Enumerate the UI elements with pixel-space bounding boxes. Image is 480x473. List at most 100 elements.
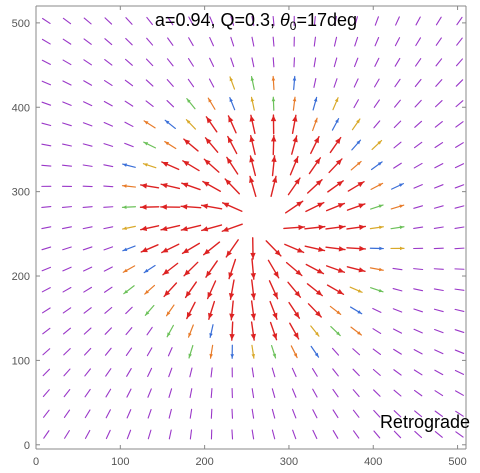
arrow-head (166, 311, 171, 316)
arrow-shaft (208, 78, 215, 88)
arrow-shaft (210, 367, 213, 378)
arrow-head (228, 292, 235, 300)
arrow-shaft (392, 308, 403, 313)
arrow-shaft (393, 162, 402, 169)
arrow-shaft (373, 120, 381, 129)
arrow-shaft (105, 429, 111, 440)
arrow-shaft (313, 15, 316, 27)
field-arrow (41, 101, 52, 106)
field-arrow (350, 160, 362, 171)
arrow-shaft (62, 59, 72, 66)
field-arrow (272, 15, 275, 27)
title-theta: θ (280, 10, 290, 30)
arrow-head (356, 119, 360, 124)
arrow-head (141, 247, 148, 253)
arrow-shaft (455, 58, 463, 67)
arrow-head (270, 115, 277, 122)
arrow-head (398, 183, 404, 187)
field-arrow (434, 349, 444, 355)
arrow-shaft (373, 430, 381, 439)
field-arrow (62, 80, 72, 86)
arrow-shaft (230, 36, 235, 47)
field-arrow (41, 38, 51, 45)
x-tick-label: 500 (448, 456, 466, 468)
arrow-shaft (147, 388, 152, 398)
x-tick-label: 300 (280, 456, 298, 468)
field-arrow (373, 430, 381, 439)
field-arrow (62, 59, 72, 66)
y-tick-label: 100 (12, 355, 30, 367)
field-arrow (325, 202, 346, 212)
x-tick-label: 0 (33, 456, 39, 468)
field-arrow (312, 409, 318, 419)
arrow-shaft (82, 122, 93, 127)
arrow-shaft (393, 369, 402, 376)
arrow-shaft (62, 17, 72, 25)
arrow-shaft (354, 36, 359, 47)
field-arrow (250, 76, 255, 90)
arrow-head (161, 182, 168, 189)
arrow-shaft (434, 369, 444, 376)
arrow-head (272, 333, 278, 340)
arrow-shaft (41, 246, 52, 251)
arrow-shaft (124, 79, 134, 87)
arrow-shaft (374, 16, 379, 26)
field-arrow (455, 100, 464, 108)
field-arrow (204, 137, 219, 153)
field-arrow (454, 184, 465, 189)
field-arrow (209, 324, 214, 339)
field-arrow (62, 101, 72, 106)
field-arrow (121, 225, 136, 230)
field-arrow (370, 204, 384, 210)
arrow-shaft (271, 429, 276, 440)
field-arrow (160, 204, 181, 210)
arrow-shaft (352, 389, 360, 398)
arrow-shaft (312, 409, 318, 419)
field-arrow (328, 158, 343, 174)
arrow-head (183, 139, 191, 146)
arrow-shaft (332, 430, 339, 439)
field-arrow (62, 226, 72, 230)
arrow-shaft (292, 409, 297, 419)
arrow-shaft (41, 101, 52, 106)
arrow-shaft (352, 409, 360, 418)
field-arrow (83, 101, 93, 107)
arrow-shaft (393, 430, 402, 439)
arrow-head (335, 118, 339, 123)
field-arrow (63, 409, 71, 419)
arrow-shaft (41, 80, 52, 86)
arrow-shaft (146, 326, 153, 336)
arrow-shaft (455, 431, 464, 438)
arrow-shaft (291, 388, 297, 398)
field-arrow (147, 408, 152, 419)
field-arrow (435, 100, 443, 108)
arrow-shaft (187, 57, 194, 67)
field-arrow (203, 158, 220, 173)
field-arrow (269, 300, 278, 320)
arrow-head (399, 246, 404, 251)
arrow-head (186, 311, 192, 319)
arrow-shaft (392, 267, 403, 271)
arrow-shaft (41, 226, 52, 230)
arrow-shaft (82, 164, 93, 167)
field-arrow (164, 119, 176, 130)
field-arrow (145, 79, 154, 87)
arrow-shaft (126, 409, 132, 419)
field-arrow (393, 141, 402, 149)
field-arrow (205, 260, 218, 278)
arrow-shaft (372, 307, 382, 313)
field-arrow (103, 143, 114, 147)
field-arrow (168, 388, 173, 398)
field-arrow (291, 114, 298, 135)
field-arrow (42, 17, 51, 25)
arrow-head (202, 181, 210, 187)
arrow-head (297, 247, 304, 253)
field-arrow (370, 161, 383, 171)
field-arrow (332, 368, 339, 377)
field-arrow (374, 16, 379, 26)
arrow-shaft (103, 79, 113, 87)
arrow-head (293, 311, 300, 319)
field-arrow (41, 266, 52, 272)
field-arrow (207, 97, 216, 110)
field-arrow (393, 389, 402, 397)
